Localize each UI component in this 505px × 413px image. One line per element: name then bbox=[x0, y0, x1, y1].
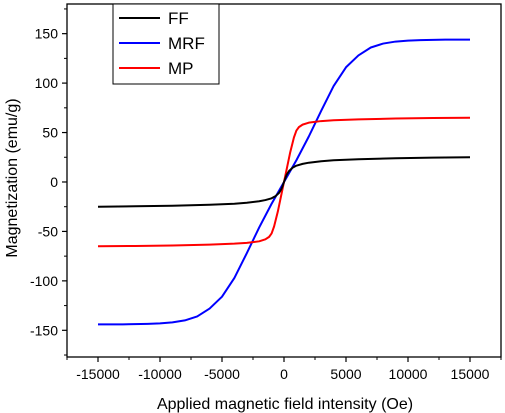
x-tick-label: 10000 bbox=[389, 366, 428, 382]
y-tick-label: -100 bbox=[30, 273, 58, 289]
legend-label-mp: MP bbox=[168, 59, 194, 78]
legend: FF MRF MP bbox=[112, 3, 220, 85]
x-tick-label: 5000 bbox=[330, 366, 361, 382]
y-tick-label: -150 bbox=[30, 322, 58, 338]
x-tick-label: 15000 bbox=[451, 366, 490, 382]
y-tick-label: 150 bbox=[35, 26, 59, 42]
y-axis-title: Magnetization (emu/g) bbox=[4, 98, 21, 257]
y-tick-label: 100 bbox=[35, 75, 59, 91]
y-tick-label: 50 bbox=[42, 125, 58, 141]
x-tick-label: 0 bbox=[280, 366, 288, 382]
series-layer bbox=[97, 38, 471, 326]
x-tick-label: -15000 bbox=[76, 366, 120, 382]
legend-label-mrf: MRF bbox=[168, 34, 205, 53]
series-line-ff bbox=[97, 156, 471, 208]
y-tick-label: -50 bbox=[38, 223, 58, 239]
x-tick-label: -5000 bbox=[204, 366, 240, 382]
x-axis-title: Applied magnetic field intensity (Oe) bbox=[157, 396, 413, 413]
legend-label-ff: FF bbox=[168, 9, 189, 28]
axes-layer: -15000 -10000 -5000 0 5000 10000 15000 -150 -100… bbox=[30, 8, 502, 382]
y-tick-label: 0 bbox=[50, 174, 58, 190]
x-tick-label: -10000 bbox=[138, 366, 182, 382]
